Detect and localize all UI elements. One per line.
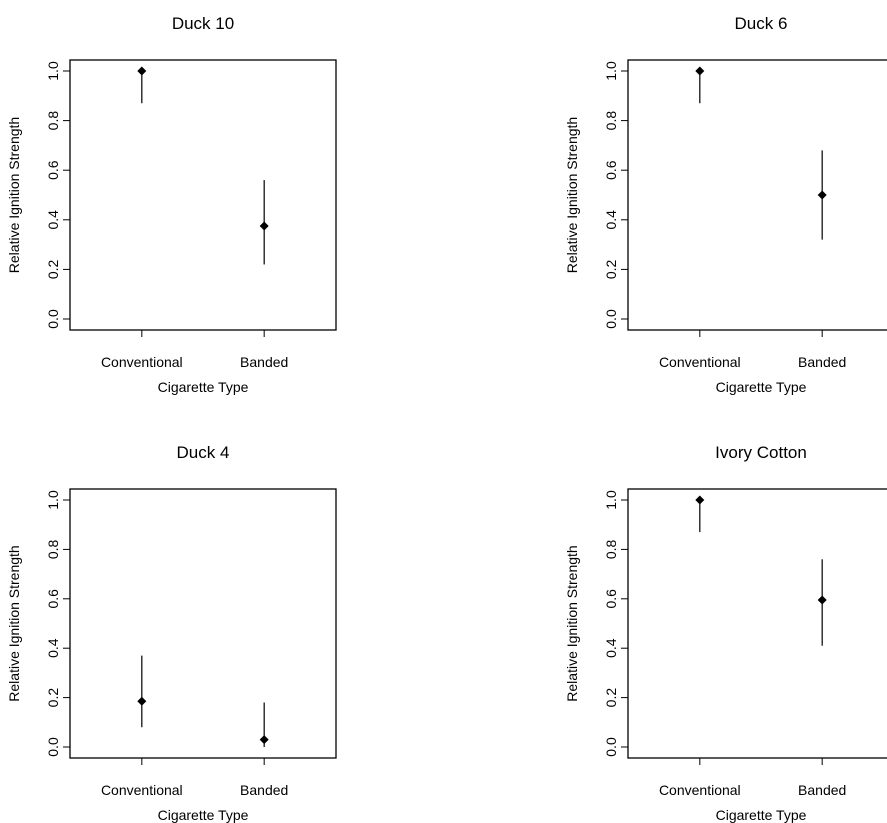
chart-title: Ivory Cotton (715, 443, 807, 462)
x-tick-label: Banded (240, 782, 288, 798)
data-point (137, 66, 147, 76)
y-axis-label: Relative Ignition Strength (6, 545, 22, 701)
data-point (817, 595, 827, 605)
y-axis-label: Relative Ignition Strength (564, 117, 580, 273)
data-point (259, 221, 269, 231)
y-tick-label: 0.2 (603, 259, 619, 279)
x-axis-label: Cigarette Type (716, 379, 807, 395)
plot-frame (69, 59, 337, 331)
y-tick-label: 0.8 (603, 539, 619, 559)
y-tick-label: 1.0 (603, 490, 619, 510)
x-axis-label: Cigarette Type (158, 807, 249, 823)
y-tick-label: 0.8 (45, 111, 61, 131)
data-point (695, 66, 705, 76)
y-tick-label: 0.0 (603, 309, 619, 329)
y-tick-label: 1.0 (45, 61, 61, 81)
y-tick-label: 0.0 (45, 737, 61, 757)
y-tick-label: 0.8 (603, 111, 619, 131)
chart-panel: Duck 6 Cigarette Type Relative Ignition St… (564, 14, 887, 395)
chart-title: Duck 4 (177, 443, 230, 462)
y-tick-label: 0.4 (45, 638, 61, 658)
x-tick-label: Conventional (101, 354, 183, 370)
y-tick-label: 0.2 (45, 688, 61, 708)
data-point (137, 696, 147, 706)
y-tick-label: 0.2 (45, 259, 61, 279)
x-axis-label: Cigarette Type (716, 807, 807, 823)
y-tick-label: 0.6 (45, 160, 61, 180)
y-tick-label: 0.0 (45, 309, 61, 329)
y-tick-label: 0.0 (603, 737, 619, 757)
data-point (695, 495, 705, 505)
x-tick-label: Banded (798, 354, 846, 370)
data-point (817, 190, 827, 200)
chart-title: Duck 6 (735, 14, 788, 33)
chart-panel: Duck 10 Cigarette Type Relative Ignition S… (6, 14, 337, 395)
plot-frame (627, 488, 887, 759)
y-tick-label: 0.6 (45, 589, 61, 609)
y-tick-label: 0.6 (603, 160, 619, 180)
y-tick-label: 0.4 (603, 638, 619, 658)
chart-panel: Duck 4 Cigarette Type Relative Ignition St… (6, 443, 337, 823)
x-tick-label: Banded (240, 354, 288, 370)
y-tick-label: 0.8 (45, 539, 61, 559)
y-tick-label: 0.6 (603, 589, 619, 609)
plot-frame (69, 488, 337, 759)
y-tick-label: 0.4 (603, 210, 619, 230)
y-axis-label: Relative Ignition Strength (6, 117, 22, 273)
x-tick-label: Banded (798, 782, 846, 798)
x-tick-label: Conventional (101, 782, 183, 798)
chart-panel: Ivory Cotton Cigarette Type Relative Ignit… (564, 443, 887, 823)
x-tick-label: Conventional (659, 782, 741, 798)
y-axis-label: Relative Ignition Strength (564, 545, 580, 701)
y-tick-label: 1.0 (603, 61, 619, 81)
chart-title: Duck 10 (172, 14, 234, 33)
x-tick-label: Conventional (659, 354, 741, 370)
y-tick-label: 0.4 (45, 210, 61, 230)
data-point (259, 735, 269, 745)
y-tick-label: 1.0 (45, 490, 61, 510)
y-tick-label: 0.2 (603, 688, 619, 708)
plot-frame (627, 59, 887, 331)
x-axis-label: Cigarette Type (158, 379, 249, 395)
